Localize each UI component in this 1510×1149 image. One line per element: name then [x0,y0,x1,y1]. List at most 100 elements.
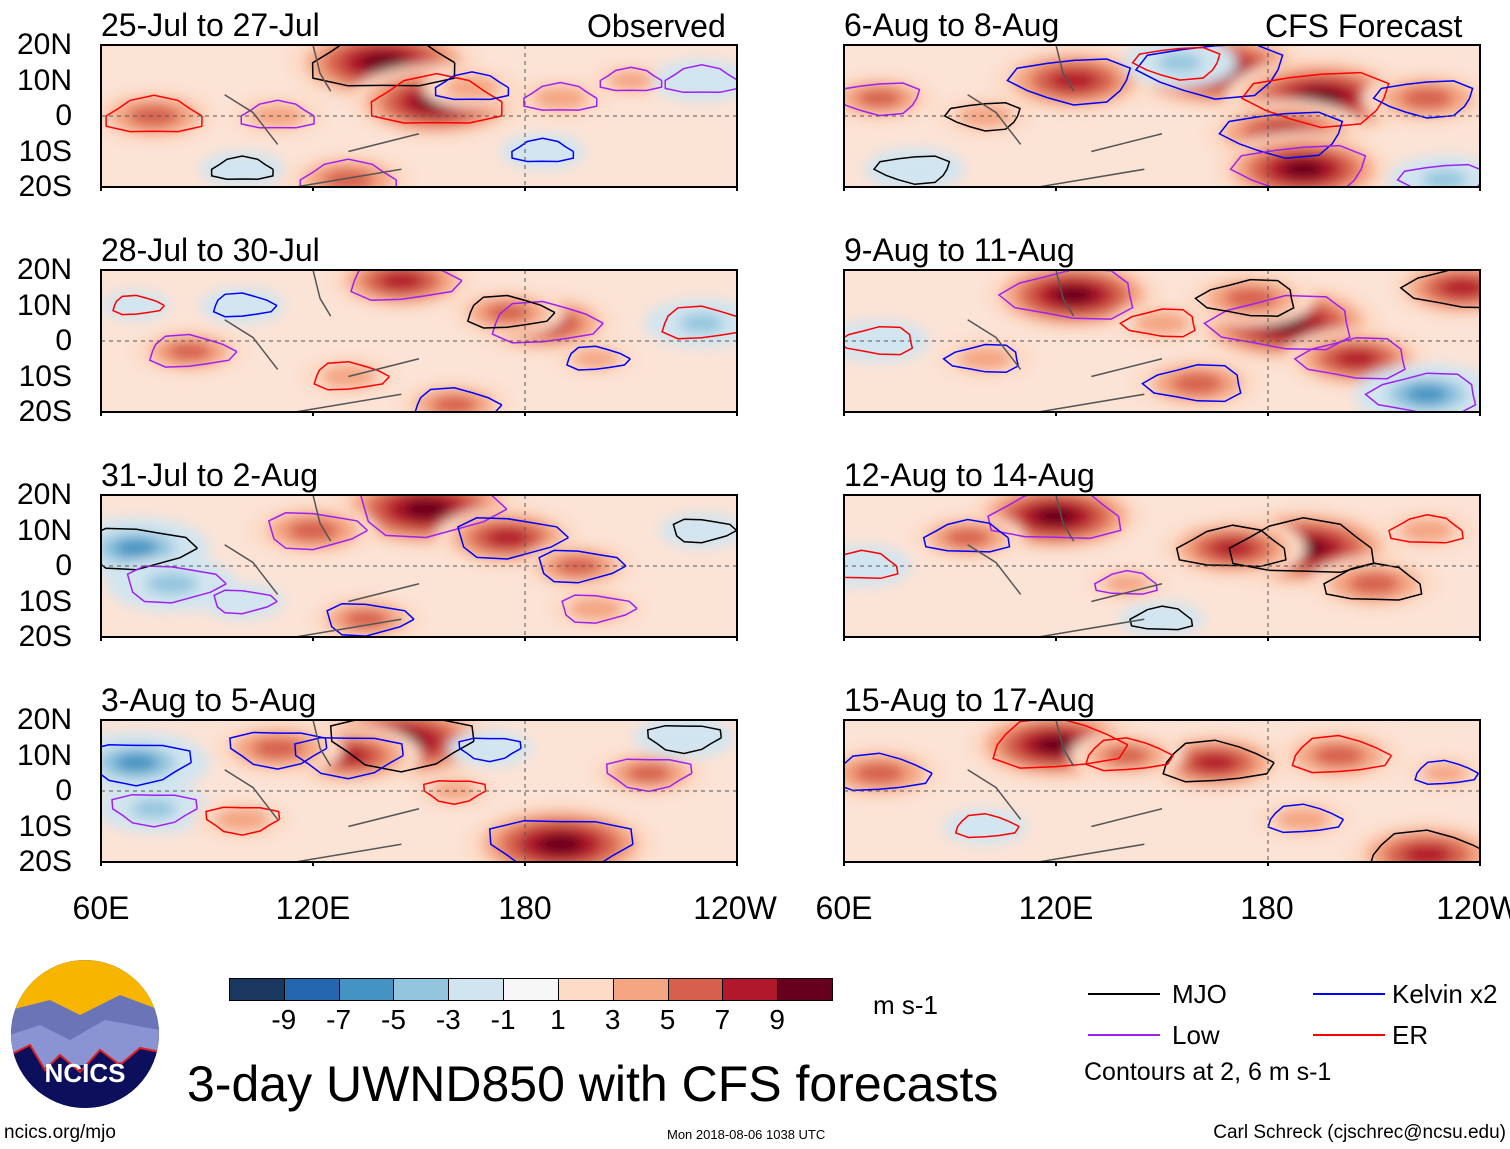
legend-label-er: ER [1392,1020,1429,1050]
anomaly-blob [131,799,177,819]
wave-contour [229,731,328,770]
coastline [967,45,1163,187]
colorbar-swatch [448,978,505,1001]
anomaly-blob [1103,573,1151,594]
anomaly-blob [1138,609,1186,630]
wave-contour [458,737,522,763]
anomaly-blob [360,52,408,73]
anomaly-blob [252,737,304,760]
wave-contour [466,294,556,329]
colorbar-swatch [229,978,285,1001]
lat-label: 20N [16,28,72,61]
panel-frame [100,719,738,863]
wave-contour [599,66,663,92]
anomaly-blob [466,738,514,759]
wave-contour [1364,372,1477,412]
anomaly-blob [957,104,1014,128]
anomaly-blob [218,295,266,316]
forecast-label: CFS Forecast [1265,8,1463,44]
anomaly-blob [536,834,584,855]
anomaly-blob [572,348,620,369]
anomaly-blob [1348,572,1400,595]
wave-contour [661,305,737,340]
map-panel [100,719,738,866]
wave-contour [350,270,463,302]
anomaly-blob [519,141,567,162]
wave-contour [370,72,503,124]
anomaly-blob [379,271,424,290]
wave-contour [1229,144,1367,187]
legend-label-kelvin: Kelvin x2 [1392,979,1498,1009]
wave-contour [126,565,227,604]
wave-contour [561,594,638,624]
wave-contour [213,589,278,615]
lat-label: 20N [16,253,72,286]
lat-label: 0 [55,549,72,582]
panel-frame [100,44,738,188]
wave-contour [111,793,198,828]
anomaly-blob [1422,170,1468,187]
wave-contour [523,81,598,111]
credit: Carl Schreck (cjschrec@ncsu.edu) [1213,1122,1506,1143]
panel-frame [843,719,1481,863]
colorbar-swatch [338,978,395,1001]
anomaly-blob [146,572,198,595]
wave-contour [922,518,1011,553]
wave-contour [311,45,456,87]
wave-contour [1228,517,1375,574]
panel-frame [843,494,1481,638]
wave-contour [1218,111,1344,160]
anomaly-blob [166,342,212,362]
anomaly-blob [1210,538,1255,558]
wave-contour [672,518,737,544]
anomaly-blob [114,538,159,558]
map-panel [843,269,1481,416]
lat-label: 0 [55,774,72,807]
colorbar-label: -1 [490,1004,516,1035]
lat-label: 20N [16,703,72,736]
wave-contour [240,99,315,129]
anomaly-blob [1275,807,1332,832]
observed-label: Observed [587,8,726,44]
anomaly-blob [679,313,725,333]
wave-contour [1134,45,1284,100]
anomaly-blob [961,816,1009,837]
wave-contour [1414,759,1480,785]
anomaly-blob [844,554,890,578]
wave-contour [1194,278,1295,317]
anomaly-blob [320,364,377,389]
lat-label: 20S [18,845,72,878]
wave-contour [605,758,693,793]
wave-contour [1293,336,1406,380]
svg-text:NCICS: NCICS [45,1058,126,1088]
lon-label: 120W [693,890,777,926]
wave-contour [987,495,1122,540]
map-panel [100,269,738,416]
anomaly-blob [431,395,477,412]
anomaly-blob [1404,384,1450,404]
lat-label: 10N [16,288,72,322]
anomaly-blob [484,303,530,323]
panel-title: 12-Aug to 14-Aug [844,457,1095,493]
colorbar-swatch [722,978,779,1001]
lat-label: 10S [18,359,72,393]
site-link[interactable]: ncics.org/mjo [4,1122,116,1143]
wave-contour [101,744,192,787]
lat-label: 20S [18,395,72,428]
coastline [967,495,1163,637]
wave-contour [844,752,933,792]
wave-contour [1399,270,1480,309]
panel-title: 3-Aug to 5-Aug [101,682,317,718]
ncics-logo: NCICS [11,960,159,1108]
wave-contour [954,812,1020,839]
coastline [967,270,1163,412]
lon-label: 180 [1240,890,1294,926]
lat-label: 10N [16,513,72,547]
anomaly-blob [626,763,672,783]
panel-title: 31-Jul to 2-Aug [101,457,319,493]
wave-contour [565,345,631,371]
anomaly-blob [214,807,271,832]
map-panel [843,494,1481,641]
anomaly-blob [1334,349,1379,369]
anomaly-blob [1157,53,1203,73]
